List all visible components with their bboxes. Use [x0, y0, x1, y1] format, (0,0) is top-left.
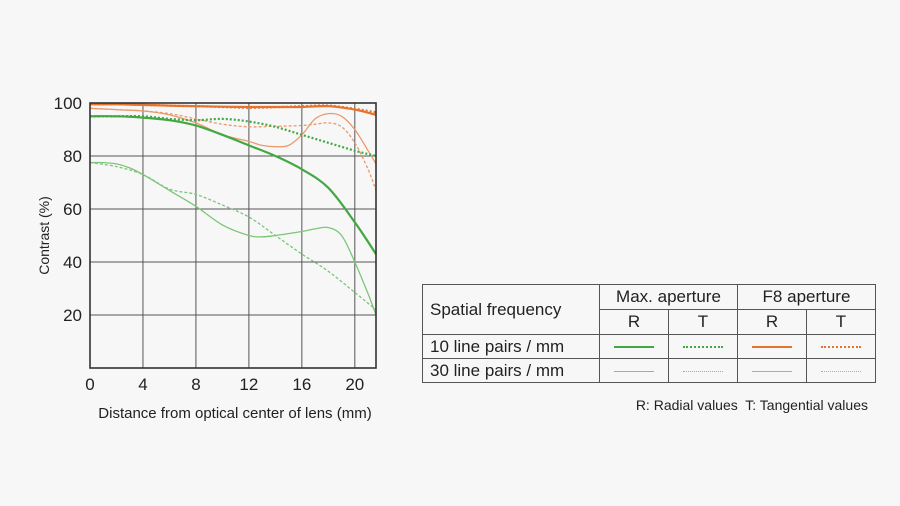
- legend-header-max-t: T: [668, 309, 738, 335]
- legend-cell-30-f8-t: [806, 358, 876, 383]
- legend-cell-10-max-t: [668, 334, 738, 359]
- swatch-30-max-r: [614, 370, 654, 372]
- x-axis-title: Distance from optical center of lens (mm…: [98, 405, 371, 422]
- legend-note-radial: R: Radial values: [635, 397, 738, 413]
- y-tick-label: 60: [63, 200, 82, 219]
- x-tick-label: 20: [345, 375, 364, 394]
- series-line-30lp-max-t: [89, 161, 377, 311]
- legend-header-f8-t: T: [806, 309, 876, 335]
- legend-row-30-label: 30 line pairs / mm: [422, 358, 600, 383]
- y-tick-label: 20: [63, 306, 82, 325]
- legend-cell-10-f8-t: [806, 334, 876, 359]
- swatch-30-max-t: [683, 370, 723, 372]
- swatch-10-f8-r: [752, 346, 792, 349]
- legend-header-f8-aperture: F8 aperture: [737, 284, 876, 310]
- legend-header-f8-r: R: [737, 309, 807, 335]
- series-line-30lp-max-r: [89, 161, 377, 316]
- legend-note-tangential: T: Tangential values: [745, 397, 868, 413]
- grid: [90, 103, 376, 368]
- series-line-30lp-f8-r: [89, 107, 377, 165]
- y-tick-label: 100: [54, 94, 82, 113]
- x-tick-label: 0: [85, 375, 94, 394]
- series-lines: [89, 103, 377, 316]
- x-tick-label: 16: [292, 375, 311, 394]
- legend-cell-10-max-r: [599, 334, 669, 359]
- swatch-30-f8-t: [821, 370, 861, 372]
- legend-header-spatial-frequency: Spatial frequency: [422, 284, 600, 335]
- swatch-10-max-r: [614, 346, 654, 349]
- legend-cell-30-max-r: [599, 358, 669, 383]
- legend-cell-10-f8-r: [737, 334, 807, 359]
- swatch-10-f8-t: [821, 346, 861, 349]
- legend-table: Spatial frequency Max. aperture F8 apert…: [422, 284, 876, 383]
- legend-header-max-aperture: Max. aperture: [599, 284, 738, 310]
- plot-frame: [89, 102, 377, 369]
- x-tick-label: 4: [138, 375, 147, 394]
- series-line-30lp-f8-t: [89, 107, 377, 191]
- y-tick-label: 80: [63, 147, 82, 166]
- legend-row-10-label: 10 line pairs / mm: [422, 334, 600, 359]
- legend-cell-30-f8-r: [737, 358, 807, 383]
- x-tick-label: 12: [239, 375, 258, 394]
- y-axis-title: Contrast (%): [36, 196, 52, 275]
- swatch-10-max-t: [683, 346, 723, 349]
- y-tick-label: 40: [63, 253, 82, 272]
- series-line-10lp-f8-r: [89, 103, 377, 116]
- x-tick-label: 8: [191, 375, 200, 394]
- swatch-30-f8-r: [752, 370, 792, 372]
- series-line-10lp-max-r: [89, 115, 377, 255]
- series-line-10lp-max-t: [89, 114, 377, 158]
- legend-note: R: Radial values T: Tangential values: [636, 397, 868, 413]
- tick-labels: 0 4 8 12 16 20 20 40 60 80 100: [54, 94, 365, 394]
- legend-cell-30-max-t: [668, 358, 738, 383]
- legend-header-max-r: R: [599, 309, 669, 335]
